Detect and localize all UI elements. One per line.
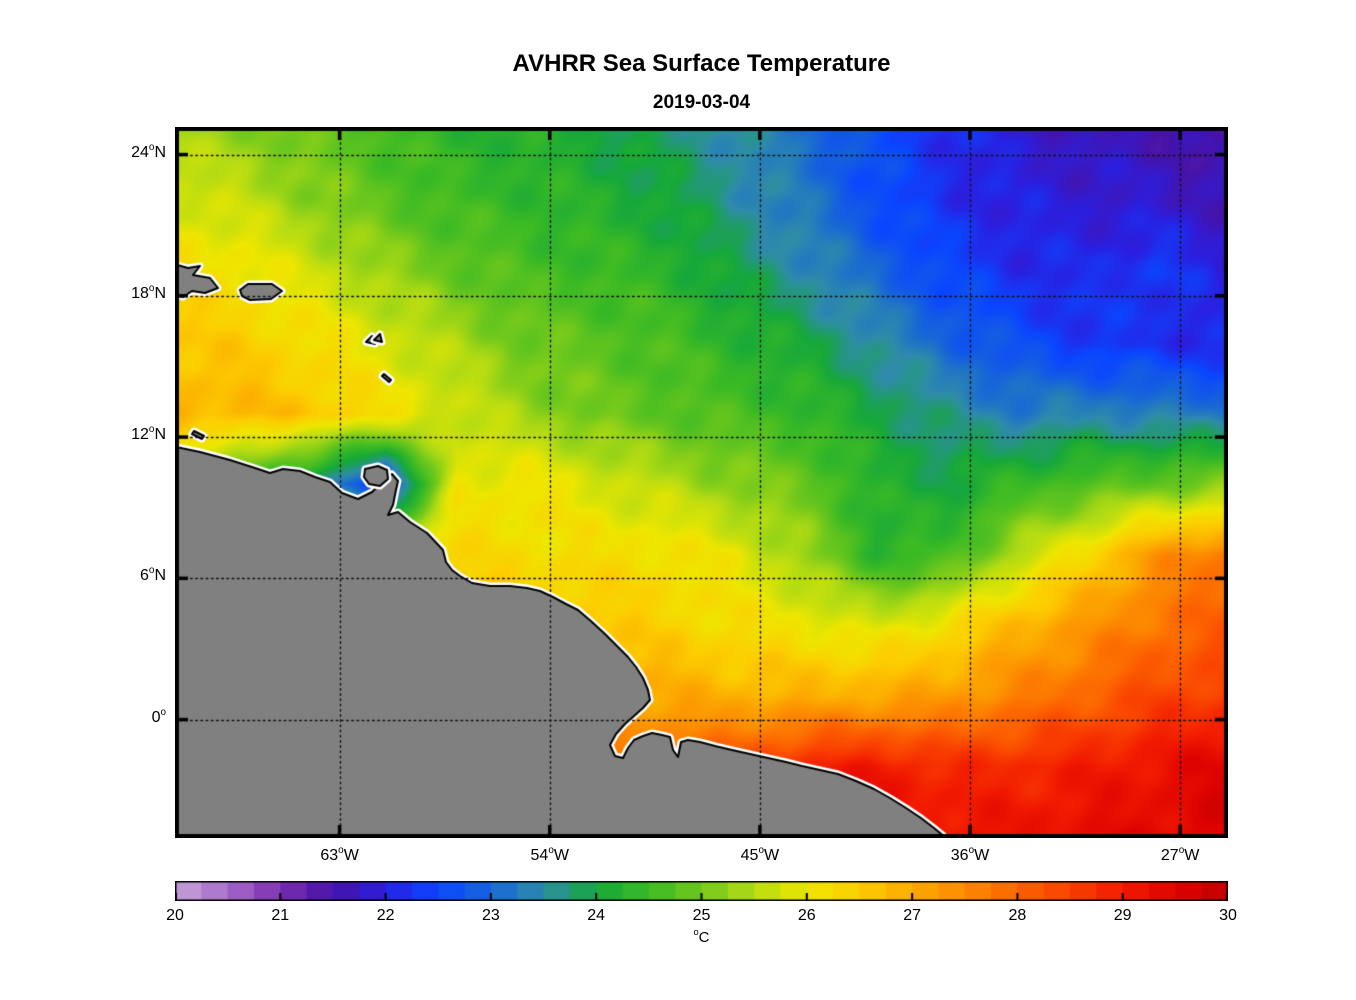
y-tick-label-0: 0o: [151, 706, 166, 726]
y-tick-label-12N: 12oN: [131, 424, 166, 444]
sst-heatmap-canvas: [175, 127, 1228, 838]
colorbar-tick-label-20: 20: [166, 907, 184, 924]
x-tick-label-63W: 63oW: [320, 845, 359, 864]
colorbar-tick-label-26: 26: [797, 907, 816, 924]
colorbar-tick-label-23: 23: [481, 907, 500, 924]
plot-title: AVHRR Sea Surface Temperature: [512, 50, 891, 77]
colorbar-tick-label-22: 22: [376, 907, 395, 924]
colorbar-tick-label-27: 27: [903, 907, 921, 924]
x-tick-label-27W: 27oW: [1160, 845, 1200, 864]
x-tick-label-36W: 36oW: [950, 845, 990, 864]
y-tick-label-6N: 6oN: [140, 565, 166, 585]
colorbar-tick-label-25: 25: [692, 907, 711, 924]
colorbar-tick-label-21: 21: [271, 907, 290, 924]
colorbar-tick-label-29: 29: [1113, 907, 1132, 924]
x-tick-label-54W: 54oW: [530, 845, 569, 864]
colorbar: [175, 881, 1228, 901]
colorbar-tick-label-24: 24: [587, 907, 606, 924]
colorbar-tick-label-30: 30: [1219, 907, 1237, 924]
map-plot-area: [175, 127, 1228, 838]
plot-subtitle: 2019-03-04: [652, 92, 751, 113]
x-tick-label-45W: 45oW: [740, 845, 780, 864]
colorbar-unit-label: oC: [693, 927, 710, 946]
colorbar-canvas: [175, 881, 1228, 901]
y-tick-label-18N: 18oN: [131, 282, 166, 302]
y-tick-label-24N: 24oN: [131, 141, 166, 161]
colorbar-tick-label-28: 28: [1008, 907, 1027, 924]
